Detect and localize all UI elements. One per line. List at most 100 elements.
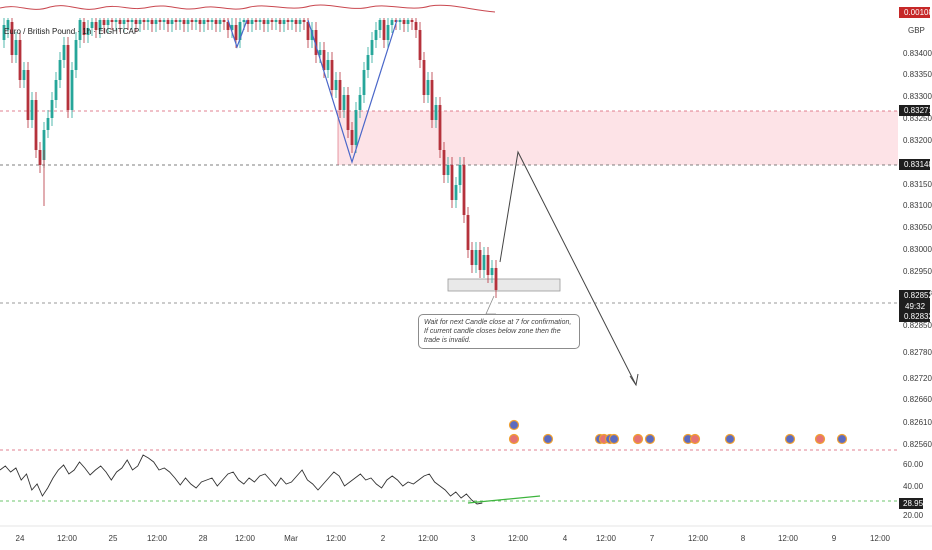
event-marker[interactable] (724, 433, 736, 445)
dashed-level-tag (899, 311, 930, 322)
trade-note[interactable]: Wait for next Candle close at 7 for conf… (418, 314, 580, 349)
candle-body (430, 80, 434, 120)
event-marker[interactable] (689, 433, 701, 445)
candle-body (278, 20, 282, 24)
candle-body (274, 20, 278, 22)
candle-body (418, 30, 422, 60)
candle-body (366, 55, 370, 70)
time-tick-label: 12:00 (596, 534, 617, 543)
demand-box[interactable] (447, 278, 561, 292)
candle-body (110, 20, 114, 22)
price-axis[interactable] (898, 0, 932, 550)
event-marker[interactable] (608, 433, 620, 445)
candle-body (410, 20, 414, 22)
candle-body (322, 50, 326, 70)
candle-body (14, 40, 18, 55)
candle-body (130, 20, 134, 22)
pattern-line-left[interactable] (227, 19, 248, 49)
candle-body (282, 20, 286, 24)
candle-body (338, 80, 342, 110)
candle-body (334, 80, 338, 90)
candle-body (18, 40, 22, 80)
time-tick-label: 9 (832, 534, 837, 543)
time-axis-labels[interactable]: 24 12:00 25 12:00 28 12:00 Mar 12:00 2 12:00 3 12:0… (16, 534, 891, 543)
osc-tick-label: 20.00 (903, 511, 924, 520)
candle-body (42, 130, 46, 160)
candle-body (134, 20, 138, 24)
candle-body (142, 20, 146, 22)
supply-zone[interactable] (338, 111, 898, 165)
candle-body (458, 165, 462, 185)
candle-body (58, 60, 62, 80)
candle-body (98, 20, 102, 30)
time-tick-label: 8 (741, 534, 746, 543)
event-marker[interactable] (508, 433, 520, 445)
candle-body (310, 30, 314, 40)
event-marker[interactable] (632, 433, 644, 445)
candle-body (210, 20, 214, 22)
candle-body (174, 20, 178, 22)
candle-body (34, 100, 38, 150)
candle-body (490, 268, 494, 275)
candle-body (70, 70, 74, 110)
osc-value-tag (899, 498, 923, 509)
osc-tick-label: 60.00 (903, 460, 924, 469)
candle-body (354, 110, 358, 145)
candle-body (462, 165, 466, 215)
candle-body (318, 50, 322, 55)
osc-trendline[interactable] (467, 495, 541, 504)
event-marker[interactable] (784, 433, 796, 445)
projection-path[interactable] (499, 150, 637, 386)
candle-body (198, 20, 202, 24)
candle-body (298, 20, 302, 24)
time-tick-label: 12:00 (688, 534, 709, 543)
candle-body (262, 20, 266, 24)
price-tick-label: 0.82780 (903, 348, 932, 357)
event-marker[interactable] (814, 433, 826, 445)
event-marker[interactable] (542, 433, 554, 445)
price-tick-label: 0.83250 (903, 114, 932, 123)
candle-body (226, 22, 230, 30)
candle-body (6, 20, 10, 30)
candle-body (178, 20, 182, 22)
price-tick-label: GBP (908, 26, 925, 35)
time-tick-label: 12:00 (57, 534, 78, 543)
candle-body (386, 25, 390, 40)
event-markers (508, 419, 848, 445)
candle-body (470, 250, 474, 265)
time-tick-label: 2 (381, 534, 386, 543)
candle-body (158, 20, 162, 22)
price-tick-label: 0.83350 (903, 70, 932, 79)
candle-body (358, 95, 362, 110)
candle-body (2, 25, 6, 40)
candle-body (66, 45, 70, 110)
price-tick-label: 0.82660 (903, 395, 932, 404)
candle-body (406, 20, 410, 24)
time-tick-label: 12:00 (778, 534, 799, 543)
event-marker[interactable] (836, 433, 848, 445)
price-tick-label: 0.82950 (903, 267, 932, 276)
candle-body (26, 70, 30, 120)
zone-top-value: 0.83271 (904, 106, 932, 115)
candle-body (234, 25, 238, 40)
candle-body (190, 20, 194, 22)
pattern-line-v[interactable] (307, 19, 398, 165)
price-tick-label: 0.83400 (903, 49, 932, 58)
candle-body (294, 20, 298, 24)
candle-body (326, 60, 330, 70)
candle-body (30, 100, 34, 120)
osc-value: 28.95 (903, 499, 924, 508)
candle-body (214, 20, 218, 24)
price-tick-label: 0.83300 (903, 92, 932, 101)
price-tick-label: 0.83100 (903, 201, 932, 210)
candle-body (374, 30, 378, 40)
event-marker[interactable] (644, 433, 656, 445)
candle-body (94, 22, 98, 30)
candle-body (22, 70, 26, 80)
time-tick-label: 4 (563, 534, 568, 543)
top-indicator-tag (899, 7, 930, 18)
candle-body (438, 105, 442, 150)
event-marker[interactable] (508, 419, 520, 431)
top-indicator-value: 0.00108 (904, 8, 932, 17)
